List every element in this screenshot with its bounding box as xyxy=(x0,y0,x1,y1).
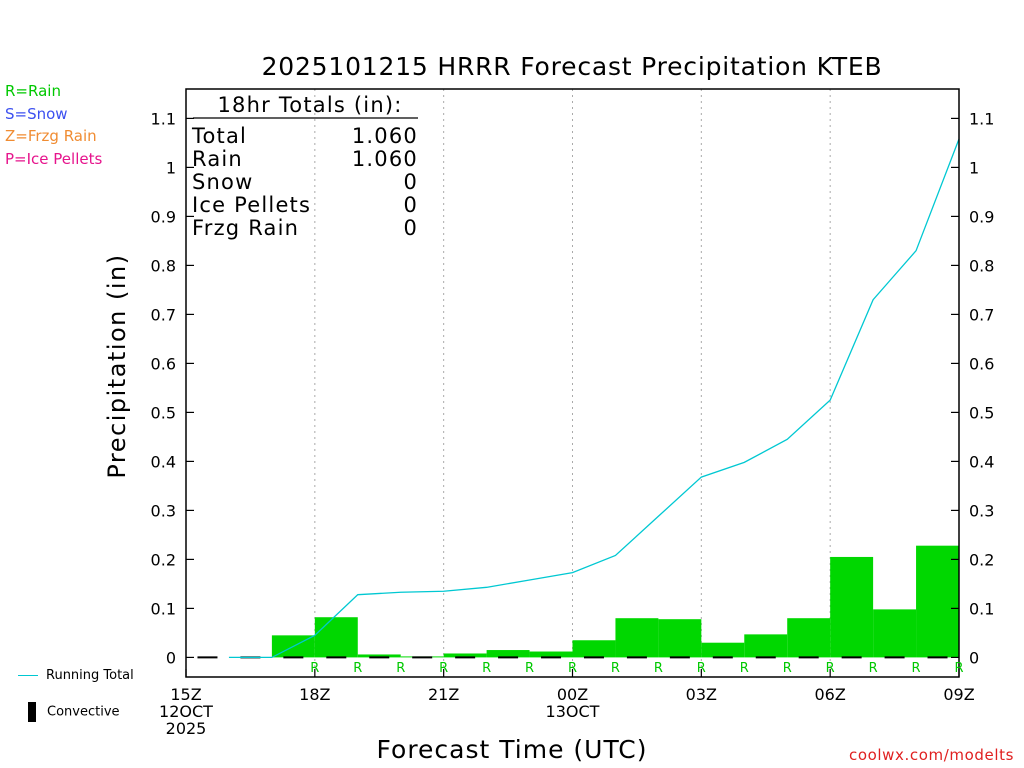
y-tick-label-left: 1 xyxy=(166,158,176,177)
y-tick-label-right: 1.1 xyxy=(969,109,994,128)
y-axis-ticks: 0 00.1 0.10.2 0.20.3 0.30.4 0.40.5 0.50.6 0.60.… xyxy=(151,109,995,667)
ptype-mark: R xyxy=(568,661,577,676)
ptype-mark: R xyxy=(353,661,362,676)
totals-row-value: 0 xyxy=(403,216,418,240)
y-tick-label-right: 0.9 xyxy=(969,207,994,226)
ptype-mark: R xyxy=(525,661,534,676)
ptype-mark: R xyxy=(654,661,663,676)
y-axis-label: Precipitation (in) xyxy=(103,253,131,478)
x-tick-label: 12OCT xyxy=(159,702,213,721)
y-tick-label-left: 0.2 xyxy=(151,550,176,569)
hourly-bars xyxy=(271,545,959,658)
convective-label: Convective xyxy=(47,704,120,720)
ptype-mark: R xyxy=(439,661,448,676)
ptype-mark: R xyxy=(912,661,921,676)
totals-row-label: Rain xyxy=(192,147,243,171)
totals-row-value: 0 xyxy=(403,170,418,194)
running-total-line xyxy=(228,138,960,659)
precip-type-legend: R=Rain S=Snow Z=Frzg Rain P=Ice Pellets xyxy=(5,80,102,170)
y-tick-label-left: 0.7 xyxy=(151,305,176,324)
precip-bar xyxy=(443,653,487,658)
y-tick-label-left: 0.6 xyxy=(151,354,176,373)
legend-convective: Convective xyxy=(18,702,120,722)
running-total-label: Running Total xyxy=(46,668,134,683)
y-tick-label-right: 1 xyxy=(969,158,979,177)
totals-row-label: Total xyxy=(191,124,247,148)
gridlines xyxy=(314,89,831,677)
y-tick-label-left: 0.5 xyxy=(151,403,176,422)
ptype-mark: R xyxy=(740,661,749,676)
precip-bar xyxy=(787,618,831,658)
ptype-mark: R xyxy=(954,661,963,676)
ptype-legend-ice-pellets: P=Ice Pellets xyxy=(5,149,103,168)
ptype-mark: R xyxy=(611,661,620,676)
totals-row-label: Frzg Rain xyxy=(192,216,299,240)
y-tick-label-right: 0.7 xyxy=(969,305,994,324)
legend-running-total: Running Total xyxy=(18,668,134,683)
y-tick-label-left: 0.1 xyxy=(151,599,176,618)
precip-bar xyxy=(873,609,917,658)
y-tick-label-left: 0.4 xyxy=(151,452,176,471)
running-total-swatch xyxy=(18,675,38,676)
ptype-mark: R xyxy=(869,661,878,676)
ptype-legend-rain: R=Rain xyxy=(5,82,61,100)
y-tick-label-left: 1.1 xyxy=(151,109,176,128)
y-tick-label-right: 0.2 xyxy=(969,550,994,569)
precip-bar xyxy=(916,545,959,658)
precip-bar xyxy=(486,650,530,658)
x-tick-label: 03Z xyxy=(686,685,717,704)
precip-bar xyxy=(744,634,788,658)
x-tick-label: 2025 xyxy=(166,719,207,738)
precip-bar xyxy=(658,619,702,658)
ptype-mark: R xyxy=(697,661,706,676)
ptype-mark: R xyxy=(310,661,319,676)
precip-bar xyxy=(572,640,616,658)
y-tick-label-right: 0.4 xyxy=(969,452,994,471)
x-tick-label: 06Z xyxy=(815,685,846,704)
y-tick-label-left: 0.8 xyxy=(151,256,176,275)
ptype-legend-frzg-rain: Z=Frzg Rain xyxy=(5,127,97,145)
y-tick-label-right: 0.1 xyxy=(969,599,994,618)
ptype-mark: R xyxy=(826,661,835,676)
totals-row-value: 0 xyxy=(403,193,418,217)
y-tick-label-right: 0.6 xyxy=(969,354,994,373)
ptype-mark: R xyxy=(482,661,491,676)
x-tick-label: 00Z xyxy=(557,685,588,704)
y-tick-label-right: 0 xyxy=(969,648,979,667)
x-tick-label: 15Z xyxy=(170,685,201,704)
y-tick-label-right: 0.5 xyxy=(969,403,994,422)
x-axis-label: Forecast Time (UTC) xyxy=(377,735,648,764)
precip-bar xyxy=(314,617,358,658)
totals-row-value: 1.060 xyxy=(352,147,418,171)
y-tick-label-left: 0.3 xyxy=(151,501,176,520)
chart-title: 2025101215 HRRR Forecast Precipitation K… xyxy=(262,52,883,81)
totals-table: 18hr Totals (in): Total 1.060 Rain 1.060 Snow… xyxy=(191,93,418,240)
y-tick-label-left: 0 xyxy=(166,648,176,667)
x-tick-label: 18Z xyxy=(299,685,330,704)
ptype-mark: R xyxy=(396,661,405,676)
y-tick-label-left: 0.9 xyxy=(151,207,176,226)
y-tick-label-right: 0.3 xyxy=(969,501,994,520)
precip-bar xyxy=(357,654,401,658)
precip-bar xyxy=(529,651,573,658)
totals-row-label: Ice Pellets xyxy=(192,193,311,217)
x-tick-label: 13OCT xyxy=(546,702,600,721)
x-tick-label: 09Z xyxy=(943,685,974,704)
y-tick-label-right: 0.8 xyxy=(969,256,994,275)
ptype-mark: R xyxy=(783,661,792,676)
running-total-layer xyxy=(228,138,960,659)
ptype-legend-snow: S=Snow xyxy=(5,104,68,123)
x-tick-label: 21Z xyxy=(428,685,459,704)
totals-heading: 18hr Totals (in): xyxy=(217,93,402,117)
totals-row-label: Snow xyxy=(192,170,253,194)
source-credit: coolwx.com/modelts xyxy=(849,746,1014,764)
precip-bar xyxy=(830,556,874,658)
precip-bar xyxy=(701,642,745,658)
precip-bar xyxy=(615,618,659,658)
totals-row-value: 1.060 xyxy=(352,124,418,148)
convective-swatch xyxy=(28,702,36,722)
